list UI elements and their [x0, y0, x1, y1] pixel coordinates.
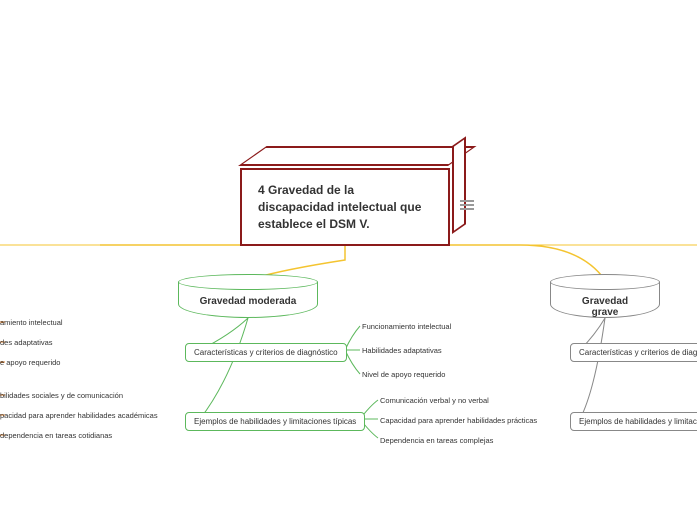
grave-sub2[interactable]: Ejemplos de habilidades y limitacion: [570, 412, 697, 431]
leftcut-1-2: e apoyo requerido: [0, 358, 60, 367]
root-3d-side: [452, 136, 466, 234]
moderada-sub2-leaf-2: Dependencia en tareas complejas: [380, 436, 493, 445]
mindmap-canvas: 4 Gravedad de la discapacidad intelectua…: [0, 0, 697, 520]
menu-icon[interactable]: [460, 200, 474, 210]
leftcut-2-2: dependencia en tareas cotidianas: [0, 431, 112, 440]
leftcut-1-0: amiento intelectual: [0, 318, 63, 327]
root-title: 4 Gravedad de la discapacidad intelectua…: [258, 182, 432, 232]
moderada-sub2-leaf-1: Capacidad para aprender habilidades prác…: [380, 416, 537, 425]
node-grave-label: Gravedad grave: [570, 296, 640, 318]
grave-sub1[interactable]: Características y criterios de diagnó: [570, 343, 697, 362]
moderada-sub1-leaf-1: Habilidades adaptativas: [362, 346, 442, 355]
moderada-sub1-leaf-0: Funcionamiento intelectual: [362, 322, 451, 331]
node-grave[interactable]: Gravedad grave: [550, 282, 660, 318]
connector-lines: [0, 0, 697, 520]
leftcut-1-1: des adaptativas: [0, 338, 53, 347]
moderada-sub1[interactable]: Características y criterios de diagnósti…: [185, 343, 347, 362]
leftcut-2-0: bilidades sociales y de comunicación: [0, 391, 123, 400]
moderada-sub1-leaf-2: Nivel de apoyo requerido: [362, 370, 445, 379]
moderada-sub2[interactable]: Ejemplos de habilidades y limitaciones t…: [185, 412, 365, 431]
node-moderada-label: Gravedad moderada: [198, 296, 298, 307]
node-moderada[interactable]: Gravedad moderada: [178, 282, 318, 318]
moderada-sub2-leaf-0: Comunicación verbal y no verbal: [380, 396, 489, 405]
root-3d-top: [238, 146, 477, 166]
leftcut-2-1: pacidad para aprender habilidades académ…: [0, 411, 158, 420]
root-node[interactable]: 4 Gravedad de la discapacidad intelectua…: [240, 168, 450, 246]
root-box: 4 Gravedad de la discapacidad intelectua…: [240, 168, 450, 246]
